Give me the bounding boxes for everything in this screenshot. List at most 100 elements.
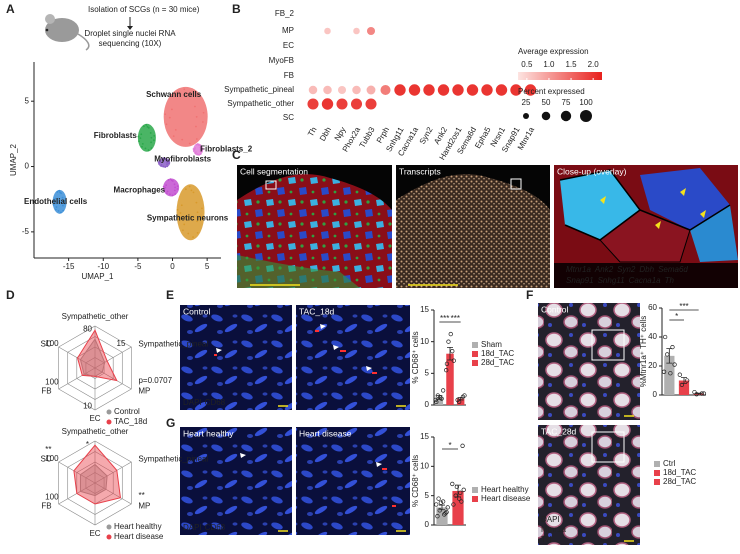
cluster-dot (200, 216, 203, 218)
cluster-dot (163, 188, 166, 191)
header-text: Isolation of SCGs (n = 30 mice) (88, 5, 200, 14)
y-axis-label: %Mtnr1a⁺ TH⁺ cells (639, 316, 648, 387)
cluster-dot (174, 193, 177, 195)
dot (307, 98, 319, 110)
panel-letter: A (6, 2, 15, 16)
row-label: EC (283, 41, 294, 50)
cluster-dot (144, 147, 147, 150)
legend-label: Heart healthy (481, 485, 529, 494)
panel-letter: B (232, 2, 241, 16)
gene-label: Epha5 (473, 125, 493, 150)
size-key (580, 110, 592, 122)
radar-max-label: 100 (45, 377, 59, 386)
cluster-dot (195, 143, 198, 146)
data-point (456, 399, 462, 404)
annotation: ** (45, 445, 51, 454)
stain-label: Snhg11 (598, 276, 625, 285)
data-point (450, 349, 455, 354)
dot (352, 85, 361, 95)
cluster-dot (167, 179, 170, 181)
cluster-dot (194, 152, 197, 155)
image-e2 (296, 305, 410, 410)
data-point (451, 502, 456, 507)
cluster-dot (137, 135, 140, 138)
gene-label: Dbh (318, 126, 333, 143)
cluster-dot (195, 115, 198, 118)
legend-swatch (472, 342, 478, 348)
data-point (662, 334, 668, 340)
stain-label: Ank2 (594, 265, 614, 274)
dot (336, 98, 348, 110)
radar-max-label: 100 (45, 492, 59, 501)
y-tick-label: 0 (25, 162, 30, 171)
cluster-dot (176, 185, 179, 188)
data-point (438, 500, 444, 505)
cluster-dot (176, 208, 179, 211)
colorbar-tick-label: 0.5 (521, 60, 533, 69)
x-axis-label: UMAP_1 (81, 272, 114, 281)
data-point (692, 389, 697, 395)
y-tick-label: 0 (425, 400, 430, 409)
stain-label: Th (665, 276, 675, 285)
radar-max-label: 100 (45, 339, 59, 348)
legend-title: Average expression (518, 47, 589, 56)
cluster-dot (196, 220, 198, 223)
y-tick-label: 10 (420, 461, 429, 470)
bar (664, 355, 675, 395)
cluster-dot (55, 206, 58, 208)
dot (366, 85, 376, 95)
cluster-dot (171, 108, 173, 111)
y-tick-label: 5 (425, 491, 430, 500)
data-point (434, 399, 439, 404)
cluster-dot (182, 229, 184, 232)
cluster-dot (192, 150, 195, 152)
data-point (456, 496, 462, 501)
data-point (459, 499, 464, 504)
cluster-dot (165, 123, 168, 126)
cluster (137, 123, 156, 152)
data-point (444, 509, 449, 515)
legend-swatch (472, 360, 478, 366)
cluster-dot (189, 94, 192, 97)
cluster-dot (147, 126, 150, 129)
row-label: MP (282, 26, 294, 35)
dot (323, 85, 332, 95)
cluster-dot (174, 129, 177, 131)
legend-label: Ctrl (663, 459, 676, 468)
data-point (453, 493, 458, 498)
dot (408, 84, 421, 96)
size-tick-label: 75 (562, 98, 571, 107)
image-title: Transcripts (399, 166, 441, 176)
x-tick-label: -15 (63, 262, 75, 271)
cluster-dot (165, 184, 168, 187)
radar-spoke (58, 346, 96, 369)
colorbar (518, 72, 602, 80)
cluster-dot (139, 137, 142, 140)
size-key (541, 111, 551, 121)
image-f2 (538, 425, 640, 545)
row-label: Sympathetic_other (227, 99, 294, 108)
cluster-dot (142, 125, 145, 128)
radar-spoke (94, 367, 132, 390)
data-point (437, 395, 443, 400)
cluster-dot (61, 204, 64, 207)
dot (324, 27, 331, 35)
sig-label: *** (440, 314, 449, 323)
cluster-dot (149, 132, 152, 134)
radar-axis-label: Sympathetic_pineal (138, 455, 208, 464)
data-point (672, 362, 677, 367)
x-tick-label: 5 (205, 262, 210, 271)
cluster-label: Fibroblasts_2 (200, 145, 253, 154)
image-label: Control (183, 306, 211, 316)
y-axis-label: UMAP_2 (9, 143, 18, 176)
cluster-dot (188, 185, 191, 188)
y-axis-label: % CD68⁺ cells (411, 455, 420, 507)
cluster-dot (146, 125, 149, 128)
y-tick-label: 5 (425, 368, 430, 377)
radar-max-label: 100 (45, 454, 59, 463)
colorbar-tick-label: 1.5 (565, 60, 577, 69)
radar-axis-label: MP (138, 387, 150, 396)
radar-axis-label: Sympathetic_pineal (138, 340, 208, 349)
cluster-dot (153, 139, 155, 142)
dot (481, 84, 493, 96)
